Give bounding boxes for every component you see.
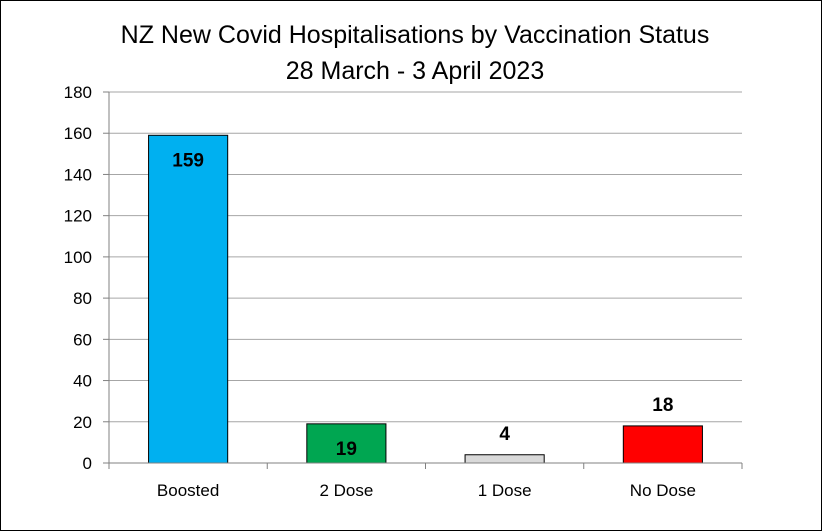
data-label: 159 [172, 150, 204, 171]
bar-2-dose [306, 423, 387, 464]
bar-1-dose [464, 454, 545, 464]
bars [148, 134, 703, 464]
y-tick-label: 0 [83, 454, 92, 473]
chart-title: NZ New Covid Hospitalisations by Vaccina… [121, 21, 710, 49]
y-tick-label: 160 [64, 124, 92, 143]
axes [108, 92, 743, 469]
x-category-label: 2 Dose [319, 481, 373, 500]
y-tick-label: 40 [73, 372, 92, 391]
y-tick-label: 60 [73, 330, 92, 349]
y-tick-label: 120 [64, 207, 92, 226]
y-tick-label: 100 [64, 248, 92, 267]
data-labels: 159 19 4 18 [172, 150, 673, 460]
chart-subtitle: 28 March - 3 April 2023 [286, 57, 544, 85]
x-category-label: Boosted [157, 481, 219, 500]
data-label: 4 [499, 424, 510, 445]
y-axis-ticks: 0 20 40 60 80 100 120 140 160 180 [64, 83, 109, 473]
y-tick-label: 80 [73, 289, 92, 308]
x-axis-categories: Boosted 2 Dose 1 Dose No Dose [157, 481, 696, 500]
y-tick-label: 20 [73, 413, 92, 432]
y-tick-label: 140 [64, 165, 92, 184]
bar-no-dose [622, 425, 703, 464]
x-category-label: 1 Dose [478, 481, 532, 500]
y-tick-label: 180 [64, 83, 92, 102]
bar-boosted [148, 134, 229, 464]
x-category-label: No Dose [630, 481, 696, 500]
data-label: 18 [652, 395, 673, 416]
data-label: 19 [336, 439, 357, 460]
